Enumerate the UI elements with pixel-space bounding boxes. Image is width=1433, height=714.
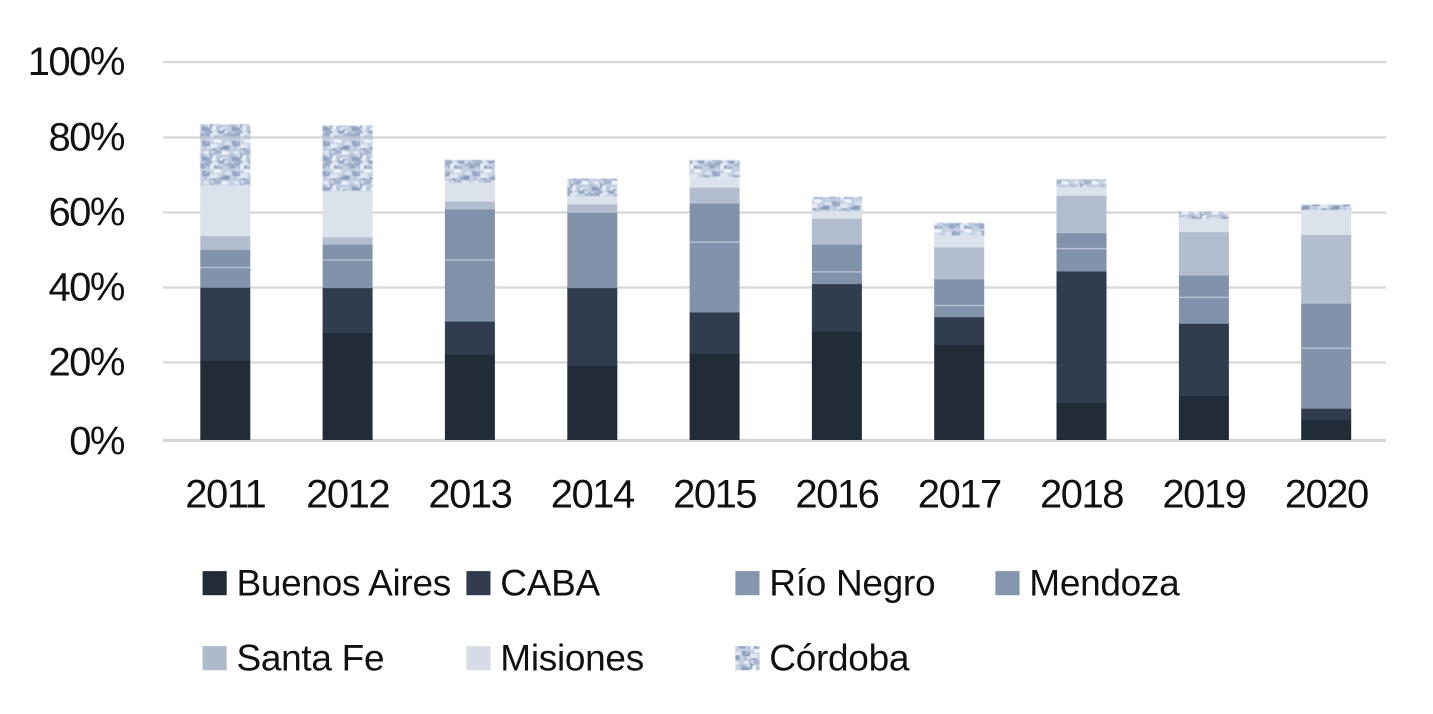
svg-text:Buenos Aires: Buenos Aires bbox=[237, 563, 451, 604]
svg-text:CABA: CABA bbox=[500, 563, 600, 604]
svg-text:2013: 2013 bbox=[428, 473, 511, 517]
svg-text:2016: 2016 bbox=[795, 473, 878, 517]
svg-text:40%: 40% bbox=[48, 266, 124, 310]
svg-text:2014: 2014 bbox=[551, 473, 635, 517]
svg-text:2015: 2015 bbox=[673, 473, 756, 517]
svg-text:0%: 0% bbox=[69, 419, 125, 463]
svg-text:2019: 2019 bbox=[1162, 473, 1245, 517]
svg-text:60%: 60% bbox=[48, 191, 124, 235]
svg-text:100%: 100% bbox=[28, 40, 125, 84]
svg-text:2012: 2012 bbox=[306, 473, 389, 517]
svg-text:20%: 20% bbox=[48, 341, 124, 385]
svg-text:2011: 2011 bbox=[185, 473, 265, 517]
svg-text:2020: 2020 bbox=[1285, 473, 1368, 517]
svg-text:2018: 2018 bbox=[1040, 473, 1123, 517]
svg-text:Mendoza: Mendoza bbox=[1029, 563, 1180, 604]
svg-text:Misiones: Misiones bbox=[500, 638, 644, 679]
svg-text:80%: 80% bbox=[48, 116, 124, 160]
svg-text:Río Negro: Río Negro bbox=[769, 563, 935, 604]
svg-text:2017: 2017 bbox=[918, 473, 1001, 517]
svg-text:Córdoba: Córdoba bbox=[769, 638, 910, 679]
svg-text:Santa Fe: Santa Fe bbox=[237, 638, 385, 679]
